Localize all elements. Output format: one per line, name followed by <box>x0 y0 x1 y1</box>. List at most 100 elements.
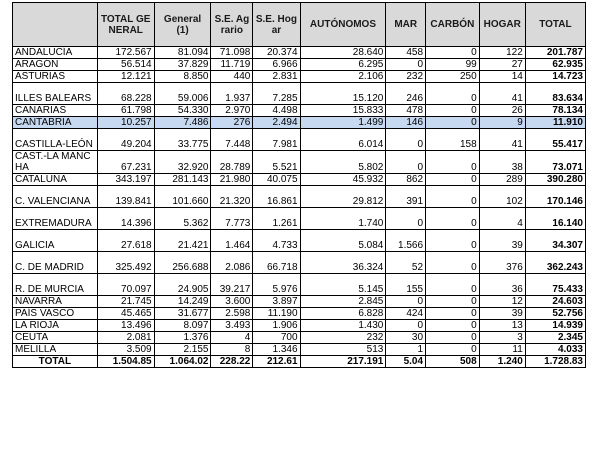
value-cell[interactable]: 16.140 <box>524 207 587 230</box>
value-cell[interactable]: 33.775 <box>153 128 212 151</box>
value-cell[interactable]: 5.084 <box>299 229 387 252</box>
value-cell[interactable]: 1.740 <box>299 207 387 230</box>
value-cell[interactable]: 61.798 <box>96 104 155 117</box>
region-cell[interactable]: EXTREMADURA <box>12 207 98 230</box>
table-row[interactable]: C. DE MADRID 325.492 256.688 2.086 66.718 36.… <box>12 251 587 274</box>
value-cell[interactable]: 16.861 <box>252 185 301 208</box>
value-cell[interactable]: 70.097 <box>96 273 155 296</box>
value-cell[interactable]: 12.121 <box>96 70 155 83</box>
value-cell[interactable]: 256.688 <box>153 251 212 274</box>
region-cell[interactable]: CAST.-LA MANCHA <box>12 150 98 174</box>
value-cell[interactable]: 36.324 <box>299 251 387 274</box>
value-cell[interactable]: 36 <box>478 273 526 296</box>
value-cell[interactable]: 281.143 <box>153 173 212 186</box>
value-cell[interactable]: 99 <box>425 58 480 71</box>
value-cell[interactable]: 2.106 <box>299 70 387 83</box>
value-cell[interactable]: 158 <box>425 128 480 151</box>
value-cell[interactable]: 39.217 <box>210 273 254 296</box>
value-cell[interactable]: 0 <box>385 58 427 71</box>
value-cell[interactable]: 0 <box>425 116 480 129</box>
value-cell[interactable]: 73.071 <box>524 150 587 174</box>
value-cell[interactable]: 862 <box>385 173 427 186</box>
value-cell[interactable]: 232 <box>299 331 387 344</box>
value-cell[interactable]: 28.640 <box>299 46 387 59</box>
table-row[interactable]: C. VALENCIANA 139.841 101.660 21.320 16.861 2… <box>12 185 587 208</box>
value-cell[interactable]: 81.094 <box>153 46 212 59</box>
value-cell[interactable]: 14.249 <box>153 295 212 308</box>
value-cell[interactable]: 45.932 <box>299 173 387 186</box>
value-cell[interactable]: 2.970 <box>210 104 254 117</box>
value-cell[interactable]: 8.097 <box>153 319 212 332</box>
value-cell[interactable]: 122 <box>478 46 526 59</box>
region-cell[interactable]: C. DE MADRID <box>12 251 98 274</box>
value-cell[interactable]: 8 <box>210 343 254 356</box>
table-row[interactable]: EXTREMADURA 14.396 5.362 7.773 1.261 1.740 0 0 4… <box>12 207 587 230</box>
value-cell[interactable]: 0 <box>425 46 480 59</box>
value-cell[interactable]: 0 <box>385 319 427 332</box>
value-cell[interactable]: 6.828 <box>299 307 387 320</box>
value-cell[interactable]: 75.433 <box>524 273 587 296</box>
table-row[interactable]: NAVARRA 21.745 14.249 3.600 3.897 2.845 0 0 12 24… <box>12 295 587 308</box>
value-cell[interactable]: 4 <box>478 207 526 230</box>
value-cell[interactable]: 6.966 <box>252 58 301 71</box>
value-cell[interactable]: 1 <box>385 343 427 356</box>
value-cell[interactable]: 56.514 <box>96 58 155 71</box>
table-row[interactable]: GALICIA 27.618 21.421 1.464 4.733 5.084 1.566 0… <box>12 229 587 252</box>
region-cell[interactable]: PAÍS VASCO <box>12 307 98 320</box>
value-cell[interactable]: 0 <box>425 273 480 296</box>
value-cell[interactable]: 1.906 <box>252 319 301 332</box>
value-cell[interactable]: 11.190 <box>252 307 301 320</box>
value-cell[interactable]: 37.829 <box>153 58 212 71</box>
value-cell[interactable]: 1.346 <box>252 343 301 356</box>
column-header[interactable]: S.E. Hogar <box>252 2 301 47</box>
value-cell[interactable]: 0 <box>425 185 480 208</box>
table-row[interactable]: LA RIOJA 13.496 8.097 3.493 1.906 1.430 0 0 13 14… <box>12 319 587 332</box>
value-cell[interactable]: 67.231 <box>96 150 155 174</box>
value-cell[interactable]: 6.014 <box>299 128 387 151</box>
value-cell[interactable]: 21.745 <box>96 295 155 308</box>
table-row[interactable]: MELILLA 3.509 2.155 8 1.346 513 1 0 11 4.033 <box>12 343 587 356</box>
value-cell[interactable]: 0 <box>425 319 480 332</box>
region-cell[interactable]: ARAGÓN <box>12 58 98 71</box>
value-cell[interactable]: 362.243 <box>524 251 587 274</box>
value-cell[interactable]: 5.802 <box>299 150 387 174</box>
value-cell[interactable]: 30 <box>385 331 427 344</box>
table-row[interactable]: CATALUÑA 343.197 281.143 21.980 40.075 45.932… <box>12 173 587 186</box>
value-cell[interactable]: 0 <box>385 207 427 230</box>
value-cell[interactable]: 21.320 <box>210 185 254 208</box>
value-cell[interactable]: 172.567 <box>96 46 155 59</box>
total-cell[interactable]: 508 <box>425 355 480 368</box>
value-cell[interactable]: 3.600 <box>210 295 254 308</box>
value-cell[interactable]: 289 <box>478 173 526 186</box>
value-cell[interactable]: 325.492 <box>96 251 155 274</box>
total-cell[interactable]: 212.61 <box>252 355 301 368</box>
total-label[interactable]: TOTAL <box>12 355 98 368</box>
value-cell[interactable]: 458 <box>385 46 427 59</box>
value-cell[interactable]: 13 <box>478 319 526 332</box>
value-cell[interactable]: 12 <box>478 295 526 308</box>
value-cell[interactable]: 0 <box>425 173 480 186</box>
value-cell[interactable]: 21.421 <box>153 229 212 252</box>
column-header[interactable]: AUTÓNOMOS <box>299 2 387 47</box>
table-row[interactable]: ASTURIAS 12.121 8.850 440 2.831 2.106 232 250 14… <box>12 70 587 83</box>
value-cell[interactable]: 0 <box>425 82 480 105</box>
value-cell[interactable]: 1.464 <box>210 229 254 252</box>
region-cell[interactable]: CANARIAS <box>12 104 98 117</box>
value-cell[interactable]: 14.939 <box>524 319 587 332</box>
value-cell[interactable]: 3.493 <box>210 319 254 332</box>
value-cell[interactable]: 2.345 <box>524 331 587 344</box>
column-header[interactable]: TOTAL <box>524 2 587 47</box>
table-row[interactable]: CAST.-LA MANCHA 67.231 32.920 28.789 5.521 5.… <box>12 150 587 174</box>
value-cell[interactable]: 4 <box>210 331 254 344</box>
value-cell[interactable]: 66.718 <box>252 251 301 274</box>
value-cell[interactable]: 391 <box>385 185 427 208</box>
value-cell[interactable]: 68.228 <box>96 82 155 105</box>
value-cell[interactable]: 15.833 <box>299 104 387 117</box>
value-cell[interactable]: 250 <box>425 70 480 83</box>
value-cell[interactable]: 39 <box>478 307 526 320</box>
value-cell[interactable]: 0 <box>425 229 480 252</box>
value-cell[interactable]: 5.362 <box>153 207 212 230</box>
table-row[interactable]: ANDALUCÍA 172.567 81.094 71.098 20.374 28.640… <box>12 46 587 59</box>
value-cell[interactable]: 101.660 <box>153 185 212 208</box>
value-cell[interactable]: 1.430 <box>299 319 387 332</box>
